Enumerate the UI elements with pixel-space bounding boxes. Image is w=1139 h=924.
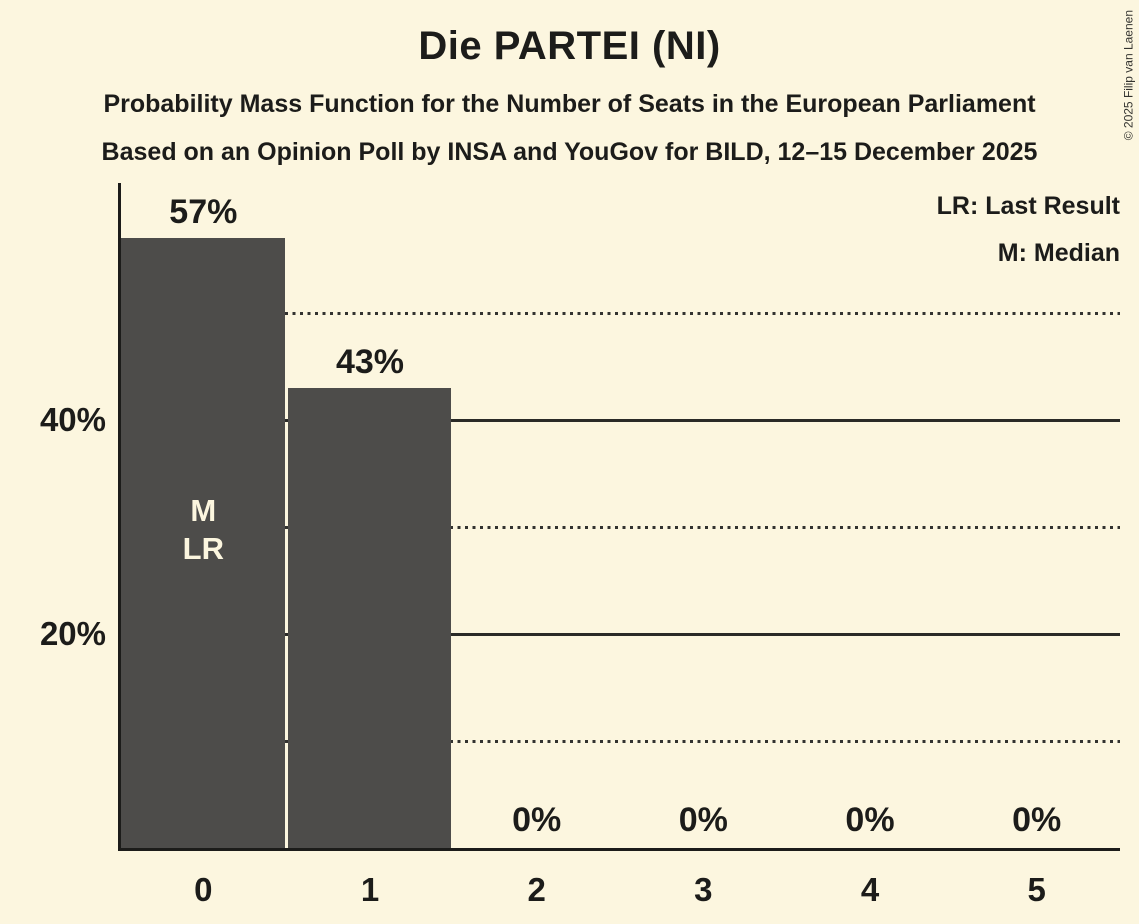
- x-tick-label-3: 3: [694, 871, 713, 908]
- gridline-dotted-10: [120, 739, 1120, 743]
- x-tick-label-0: 0: [194, 871, 213, 908]
- legend-last-result: LR: Last Result: [936, 192, 1120, 220]
- gridline-dotted-30: [120, 525, 1120, 529]
- y-tick-label-40: 40%: [39, 401, 106, 438]
- chart-subtitle-2: Based on an Opinion Poll by INSA and You…: [101, 138, 1038, 166]
- chart-subtitle-1: Probability Mass Function for the Number…: [103, 90, 1036, 118]
- bar-value-label-5: 0%: [1012, 801, 1062, 839]
- chart-title: Die PARTEI (NI): [418, 24, 721, 68]
- bar-value-label-4: 0%: [845, 801, 895, 839]
- bar-value-label-0: 57%: [169, 193, 238, 232]
- bar-1: [287, 387, 452, 848]
- bar-value-label-2: 0%: [512, 801, 562, 839]
- x-tick-label-4: 4: [860, 871, 880, 908]
- gridline-solid-20: [120, 632, 1120, 636]
- x-tick-label-5: 5: [1027, 871, 1046, 908]
- bar-value-label-1: 43%: [335, 342, 405, 381]
- legend-median: M: Median: [997, 239, 1120, 267]
- x-axis-line: [118, 848, 1120, 851]
- bar-0: [121, 238, 285, 848]
- gridline-dotted-50: [120, 311, 1120, 315]
- y-axis-line: [118, 183, 121, 851]
- bar-annotation-median-last-result: M LR: [182, 493, 224, 566]
- legend: LR: Last Result M: Median: [937, 183, 1120, 277]
- x-tick-label-1: 1: [360, 871, 380, 908]
- y-tick-label-20: 20%: [39, 615, 106, 652]
- gridline-solid-40: [120, 418, 1120, 422]
- x-tick-label-2: 2: [527, 871, 546, 908]
- bar-value-label-3: 0%: [678, 801, 728, 839]
